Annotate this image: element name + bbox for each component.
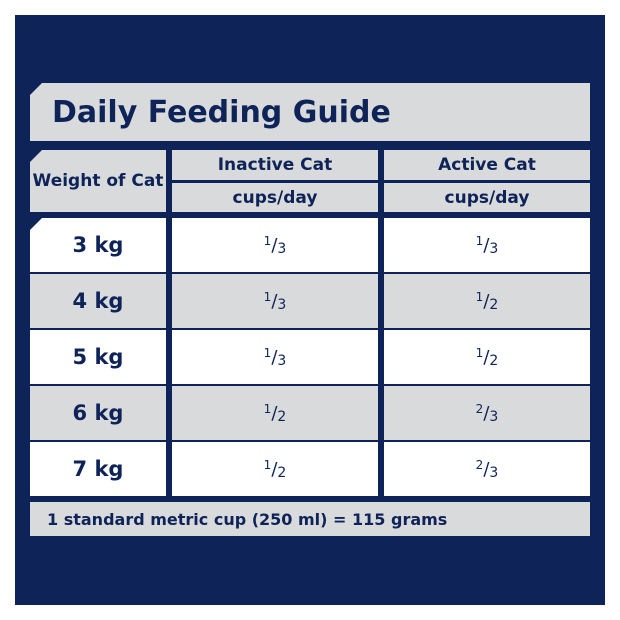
fraction-numerator: 2 xyxy=(475,402,484,416)
fraction-numerator: 1 xyxy=(263,346,272,360)
row-inactive-amount: 1/3 xyxy=(172,218,378,272)
row-inactive-amount: 1/3 xyxy=(172,274,378,328)
row-active-amount: 1/2 xyxy=(384,330,590,384)
fraction-numerator: 1 xyxy=(475,346,484,360)
row-active-amount: 1/2 xyxy=(384,274,590,328)
fraction-denominator: 3 xyxy=(489,408,499,425)
fraction-denominator: 2 xyxy=(277,408,287,425)
fraction-numerator: 1 xyxy=(263,290,272,304)
fraction-numerator: 1 xyxy=(475,234,484,248)
fraction-denominator: 3 xyxy=(489,240,499,257)
fraction-numerator: 1 xyxy=(475,290,484,304)
header-active-unit: cups/day xyxy=(384,183,590,212)
row-inactive-amount: 1/2 xyxy=(172,386,378,440)
row-weight: 7 kg xyxy=(30,442,166,496)
footer-note: 1 standard metric cup (250 ml) = 115 gra… xyxy=(30,502,590,536)
row-active-amount: 1/3 xyxy=(384,218,590,272)
row-weight: 5 kg xyxy=(30,330,166,384)
fraction-numerator: 1 xyxy=(263,402,272,416)
fraction-denominator: 2 xyxy=(277,464,287,481)
fraction-numerator: 2 xyxy=(475,458,484,472)
row-weight: 3 kg xyxy=(30,218,166,272)
row-weight: 4 kg xyxy=(30,274,166,328)
fraction-denominator: 3 xyxy=(277,240,287,257)
header-inactive-unit: cups/day xyxy=(172,183,378,212)
page-title: Daily Feeding Guide xyxy=(30,83,590,141)
header-active: Active Cat xyxy=(384,150,590,180)
fraction-denominator: 3 xyxy=(489,464,499,481)
fraction-numerator: 1 xyxy=(263,458,272,472)
row-weight: 6 kg xyxy=(30,386,166,440)
fraction-denominator: 3 xyxy=(277,296,287,313)
header-weight: Weight of Cat xyxy=(30,150,166,212)
fraction-denominator: 2 xyxy=(489,296,499,313)
fraction-numerator: 1 xyxy=(263,234,272,248)
fraction-denominator: 3 xyxy=(277,352,287,369)
row-active-amount: 2/3 xyxy=(384,442,590,496)
row-inactive-amount: 1/2 xyxy=(172,442,378,496)
fraction-denominator: 2 xyxy=(489,352,499,369)
row-inactive-amount: 1/3 xyxy=(172,330,378,384)
row-active-amount: 2/3 xyxy=(384,386,590,440)
header-inactive: Inactive Cat xyxy=(172,150,378,180)
